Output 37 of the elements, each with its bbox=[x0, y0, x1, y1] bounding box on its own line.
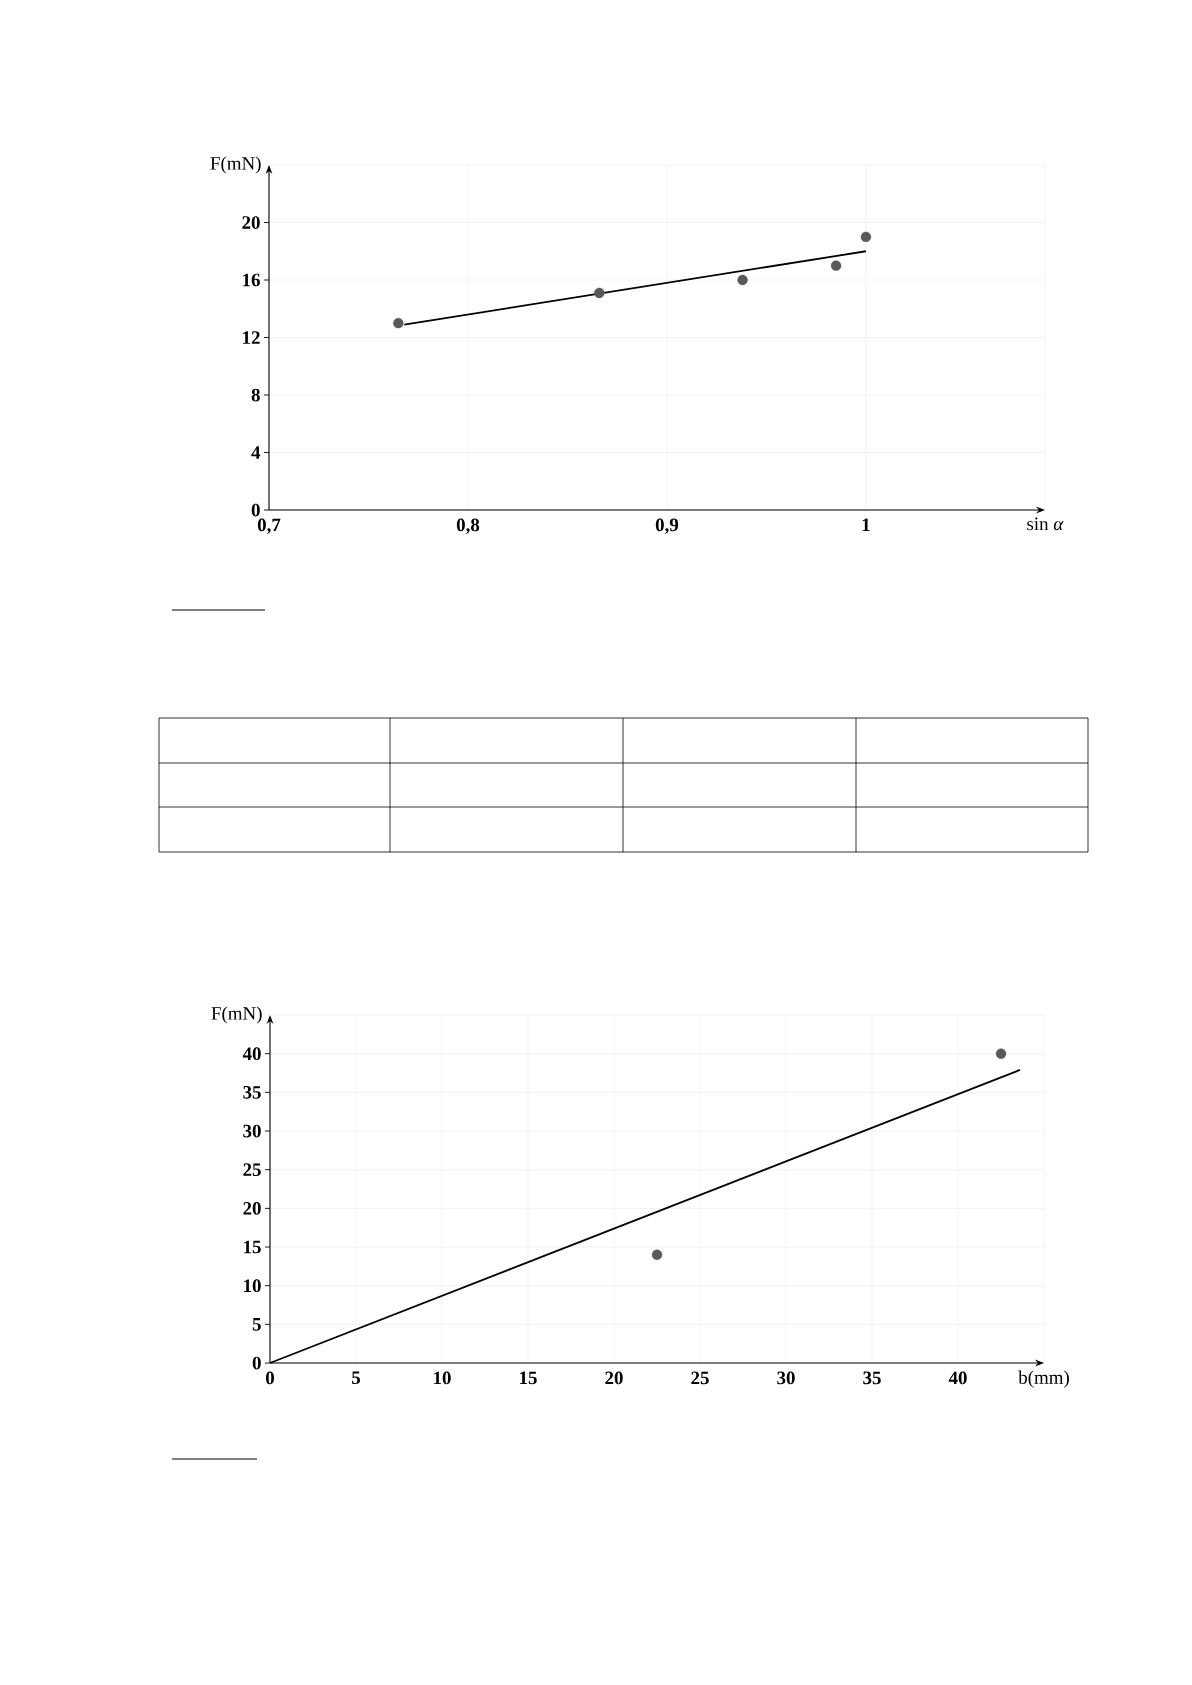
x-tick-label: 0 bbox=[265, 1371, 275, 1385]
y-tick-label: 35 bbox=[243, 1086, 261, 1099]
x-tick-label: 25 bbox=[691, 1371, 709, 1385]
x-tick-label: 1 bbox=[862, 518, 870, 532]
x-axis-title: sin α bbox=[1027, 517, 1064, 531]
x-tick-label: 20 bbox=[605, 1371, 623, 1385]
point bbox=[830, 260, 842, 271]
x-tick-label: 5 bbox=[352, 1371, 361, 1385]
x-tick-label: 0,8 bbox=[456, 518, 480, 535]
y-tick-label: 20 bbox=[243, 1201, 261, 1215]
y-tick-label: 0 bbox=[252, 1356, 261, 1370]
x-tick-label: 40 bbox=[948, 1371, 967, 1385]
y-tick-label: 40 bbox=[242, 1047, 261, 1061]
y-tick-label: 25 bbox=[243, 1163, 261, 1177]
y-tick-label: 20 bbox=[242, 216, 260, 229]
x-tick-label: 0,9 bbox=[655, 518, 679, 535]
y-tick-label: 16 bbox=[243, 273, 260, 287]
x-tick-label: 10 bbox=[434, 1371, 451, 1385]
x-tick-label: 30 bbox=[777, 1371, 795, 1385]
x-axis-title: b(mm) bbox=[1018, 1370, 1069, 1388]
y-tick-label: 4 bbox=[251, 446, 261, 459]
point bbox=[737, 274, 748, 286]
y-axis-title: F(mN) bbox=[211, 1006, 262, 1024]
point bbox=[594, 287, 605, 299]
y-tick-label: 10 bbox=[244, 1279, 261, 1293]
point bbox=[393, 317, 404, 329]
y-tick-label: 8 bbox=[251, 388, 260, 402]
x-tick-label: 0,7 bbox=[257, 518, 281, 535]
y-tick-label: 5 bbox=[252, 1318, 261, 1331]
y-tick-label: 15 bbox=[244, 1240, 261, 1254]
point bbox=[860, 231, 872, 243]
y-axis-title: F(mN) bbox=[210, 156, 261, 174]
y-tick-label: 30 bbox=[243, 1124, 261, 1138]
y-tick-label: 12 bbox=[243, 331, 260, 344]
y-tick-label: 0 bbox=[251, 503, 260, 517]
x-tick-label: 15 bbox=[520, 1371, 537, 1385]
x-tick-label: 35 bbox=[863, 1371, 881, 1385]
